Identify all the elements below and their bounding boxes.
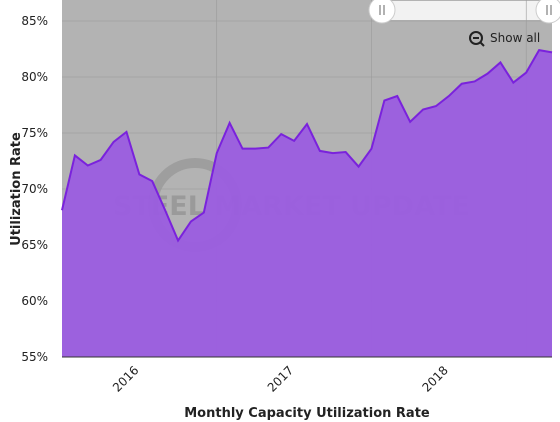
navigator-handle[interactable] xyxy=(368,0,396,24)
y-tick-label: 55% xyxy=(21,350,48,364)
zoom-icon-handle xyxy=(479,41,485,47)
x-tick-label: 2018 xyxy=(419,363,450,394)
navigator-handle[interactable] xyxy=(535,0,560,24)
x-tick-label: 2016 xyxy=(110,363,141,394)
navigator-bar[interactable] xyxy=(382,1,549,20)
y-tick-label: 70% xyxy=(21,182,48,196)
x-tick-label: 2017 xyxy=(265,363,296,394)
area-fill xyxy=(62,50,552,358)
show-all-button[interactable]: Show all xyxy=(469,31,540,47)
y-tick-label: 65% xyxy=(21,238,48,252)
area-line xyxy=(61,49,553,243)
show-all-label[interactable]: Show all xyxy=(490,31,540,45)
zoom-icon xyxy=(469,31,483,45)
y-tick-label: 85% xyxy=(21,14,48,28)
y-tick-label: 60% xyxy=(21,294,48,308)
y-axis-title: Utilization Rate xyxy=(9,132,24,246)
y-tick-label: 80% xyxy=(21,70,48,84)
x-axis-title: Monthly Capacity Utilization Rate xyxy=(184,406,430,421)
y-tick-label: 75% xyxy=(21,126,48,140)
